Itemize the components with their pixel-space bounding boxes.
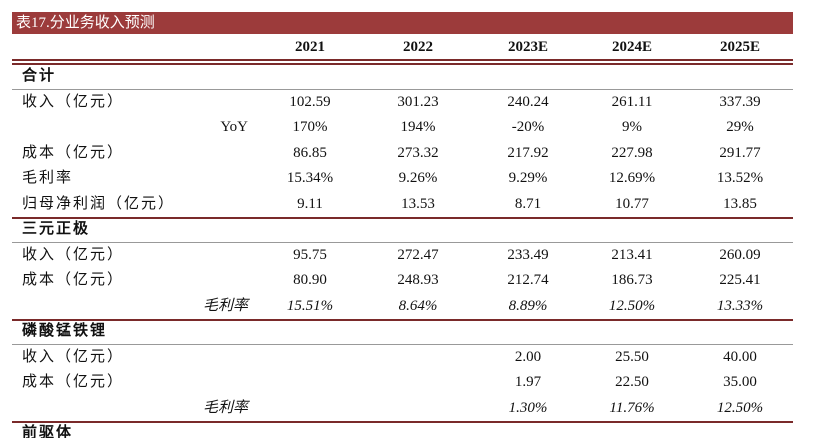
- cell-value: 248.93: [397, 272, 439, 288]
- cell-value: 240.24: [507, 93, 549, 110]
- section-header: 三元正极: [22, 221, 91, 237]
- cell-value: 13.33%: [716, 297, 764, 314]
- cell-value: 9.11: [297, 195, 323, 212]
- table-title: 表17.分业务收入预测: [16, 15, 155, 31]
- row-label: 毛利率: [22, 170, 74, 186]
- section-header: 前驱体: [22, 425, 74, 438]
- cell-value: 80.90: [293, 272, 327, 288]
- cell-value: 1.30%: [508, 399, 548, 416]
- cell-value: 8.89%: [508, 297, 548, 314]
- cell-value: 1.97: [514, 374, 542, 390]
- cell-value: 8.71: [514, 195, 542, 212]
- section-divider: [12, 241, 793, 243]
- cell-value: 217.92: [507, 144, 549, 161]
- cell-value: 25.50: [615, 348, 649, 365]
- cell-value: 12.50%: [716, 399, 764, 416]
- section-rule: [12, 319, 793, 321]
- row-label: 毛利率: [202, 297, 248, 314]
- row-label: 成本（亿元）: [22, 272, 125, 288]
- cell-value: 213.41: [611, 246, 653, 263]
- cell-value: 95.75: [293, 246, 327, 263]
- cell-value: 273.32: [397, 144, 439, 161]
- row-label: 毛利率: [202, 399, 248, 416]
- cell-value: 9.29%: [508, 170, 548, 186]
- cell-value: 102.59: [289, 93, 331, 110]
- section-header: 合计: [22, 68, 57, 84]
- header-rule: [12, 59, 793, 61]
- cell-value: 194%: [400, 119, 436, 135]
- section-rule: [12, 421, 793, 423]
- row-label: 收入（亿元）: [22, 246, 125, 263]
- cell-value: 260.09: [719, 246, 761, 263]
- column-header: 2023E: [507, 39, 549, 55]
- cell-value: 261.11: [611, 93, 653, 110]
- section-divider: [12, 343, 793, 345]
- cell-value: 15.34%: [286, 170, 334, 186]
- section-divider: [12, 88, 793, 90]
- cell-value: 225.41: [719, 272, 761, 288]
- cell-value: 212.74: [507, 272, 549, 288]
- cell-value: 12.50%: [608, 297, 656, 314]
- cell-value: 13.53: [401, 195, 435, 212]
- cell-value: 40.00: [723, 348, 757, 365]
- cell-value: 22.50: [615, 374, 649, 390]
- cell-value: 9.26%: [398, 170, 438, 186]
- cell-value: -20%: [511, 119, 545, 135]
- cell-value: 13.85: [723, 195, 757, 212]
- row-label: 成本（亿元）: [22, 144, 125, 161]
- cell-value: 9%: [622, 119, 642, 135]
- cell-value: 8.64%: [398, 297, 438, 314]
- cell-value: 301.23: [397, 93, 439, 110]
- row-label: YoY: [220, 119, 248, 135]
- section-header: 磷酸锰铁锂: [22, 323, 108, 339]
- cell-value: 13.52%: [716, 170, 764, 186]
- cell-value: 272.47: [397, 246, 439, 263]
- column-header: 2025E: [719, 39, 761, 55]
- cell-value: 233.49: [507, 246, 549, 263]
- column-header: 2024E: [611, 39, 653, 55]
- column-header: 2021: [295, 39, 325, 55]
- cell-value: 170%: [292, 119, 328, 135]
- cell-value: 2.00: [514, 348, 542, 365]
- cell-value: 15.51%: [286, 297, 334, 314]
- title-bar: [12, 12, 793, 34]
- section-rule: [12, 217, 793, 219]
- row-label: 成本（亿元）: [22, 374, 125, 390]
- row-label: 收入（亿元）: [22, 348, 125, 365]
- cell-value: 291.77: [719, 144, 761, 161]
- cell-value: 337.39: [719, 93, 761, 110]
- column-header: 2022: [403, 39, 433, 55]
- cell-value: 86.85: [293, 144, 327, 161]
- row-label: 归母净利润（亿元）: [22, 195, 176, 212]
- cell-value: 10.77: [615, 195, 649, 212]
- cell-value: 186.73: [611, 272, 653, 288]
- header-rule: [12, 63, 793, 65]
- cell-value: 29%: [726, 119, 754, 135]
- row-label: 收入（亿元）: [22, 93, 125, 110]
- cell-value: 12.69%: [608, 170, 656, 186]
- cell-value: 11.76%: [609, 399, 655, 416]
- cell-value: 35.00: [723, 374, 757, 390]
- cell-value: 227.98: [611, 144, 653, 161]
